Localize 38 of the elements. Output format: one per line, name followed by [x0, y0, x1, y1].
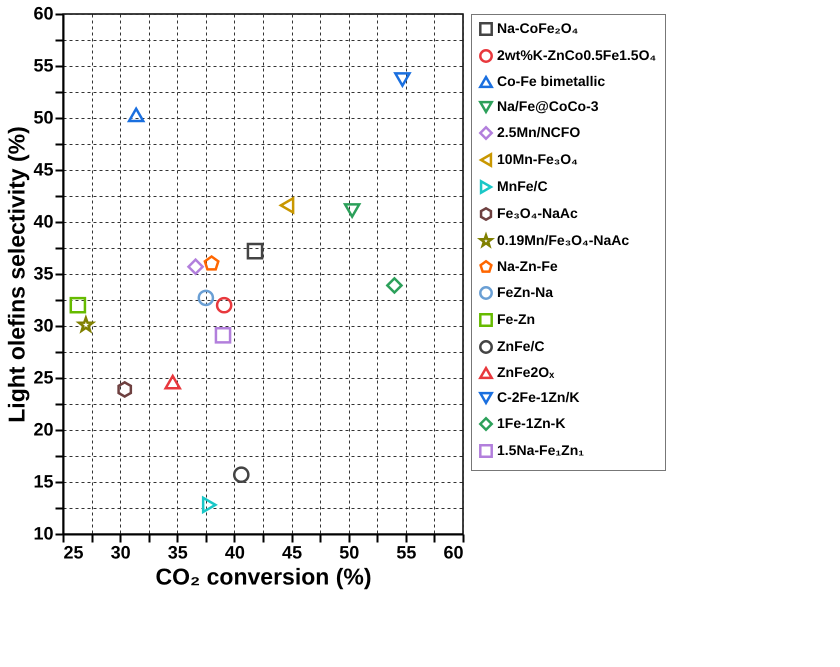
- legend-label: Na-CoFe₂O₄: [497, 20, 578, 36]
- x-tick-label: 60: [443, 542, 464, 562]
- legend-label: Fe-Zn: [497, 311, 536, 327]
- legend-label: 0.19Mn/Fe₃O₄-NaAc: [497, 232, 630, 248]
- x-tick-label: 35: [168, 542, 188, 562]
- y-tick-label: 45: [33, 160, 54, 180]
- y-tick-label: 60: [33, 4, 54, 24]
- legend-label: FeZn-Na: [497, 284, 554, 300]
- y-tick-label: 20: [33, 420, 54, 440]
- legend-label: ZnFe/C: [497, 338, 544, 354]
- legend-label: 1Fe-1Zn-K: [497, 415, 566, 431]
- legend-label: Fe₃O₄-NaAc: [497, 205, 578, 221]
- legend-label: 2.5Mn/NCFO: [497, 124, 580, 140]
- y-tick-label: 50: [33, 108, 54, 128]
- x-axis-title: CO₂ conversion (%): [156, 564, 372, 590]
- legend-label: 1.5Na-Fe₁Zn₁: [497, 442, 584, 458]
- legend-label: Co-Fe bimetallic: [497, 73, 606, 89]
- y-tick-label: 10: [33, 524, 54, 544]
- legend-label: Na/Fe@CoCo-3: [497, 98, 599, 114]
- y-tick-label: 35: [33, 264, 54, 284]
- y-axis-title: Light olefins selectivity (%): [3, 126, 30, 423]
- x-tick-label: 30: [110, 542, 131, 562]
- y-tick-label: 25: [33, 368, 54, 388]
- legend-label: MnFe/C: [497, 178, 548, 194]
- x-tick-label: 25: [64, 542, 84, 562]
- y-tick-label: 40: [33, 212, 54, 232]
- y-tick-label: 15: [33, 472, 54, 492]
- y-tick-label: 55: [33, 56, 54, 76]
- legend-label: ZnFe2Oₓ: [497, 364, 556, 380]
- legend-label: C-2Fe-1Zn/K: [497, 389, 580, 405]
- legend-label: 10Mn-Fe₃O₄: [497, 151, 578, 167]
- legend-label: Na-Zn-Fe: [497, 258, 558, 274]
- x-tick-label: 50: [339, 542, 360, 562]
- x-tick-label: 40: [224, 542, 245, 562]
- legend-label: 2wt%K-ZnCo0.5Fe1.5O₄: [497, 47, 656, 63]
- y-tick-label: 30: [33, 316, 54, 336]
- x-tick-label: 45: [282, 542, 302, 562]
- x-tick-label: 55: [396, 542, 416, 562]
